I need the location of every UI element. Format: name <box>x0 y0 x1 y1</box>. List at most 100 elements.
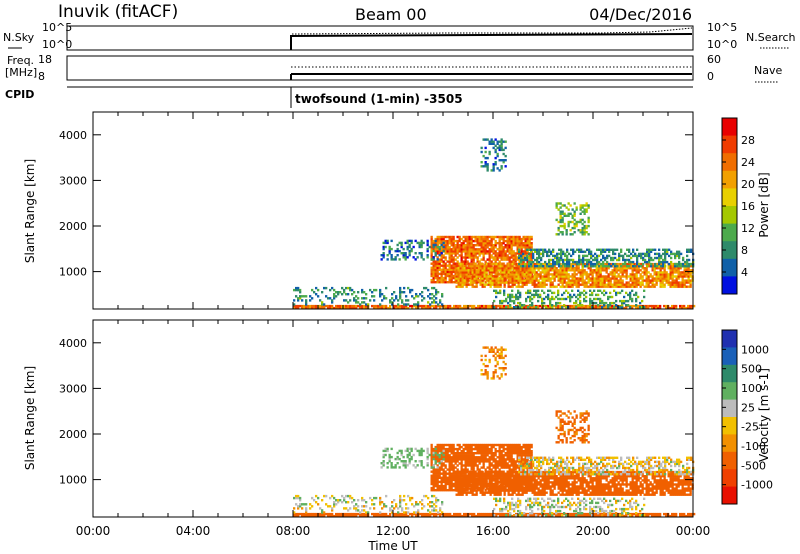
echo-cell <box>543 281 546 284</box>
echo-cell <box>458 254 461 257</box>
echo-cell <box>512 235 515 239</box>
echo-cell <box>430 254 433 257</box>
echo-cell <box>496 242 499 245</box>
echo-cell <box>514 256 517 259</box>
echo-cell <box>317 496 320 500</box>
echo-cell <box>373 299 376 302</box>
echo-cell <box>461 267 464 270</box>
echo-cell <box>600 252 603 256</box>
echo-cell <box>541 285 544 288</box>
echo-cell <box>623 283 626 286</box>
echo-cell <box>561 269 564 272</box>
echo-cell <box>452 468 455 471</box>
echo-cell <box>505 306 508 309</box>
echo-cell <box>530 258 533 261</box>
y-tick-label: 1000 <box>59 266 87 279</box>
echo-cell <box>331 514 334 518</box>
echo-cell <box>464 250 467 253</box>
echo-cell <box>571 267 574 270</box>
echo-cell <box>436 450 439 453</box>
echo-cell <box>479 271 482 274</box>
echo-cell <box>619 269 622 272</box>
echo-cell <box>333 295 336 298</box>
echo-cell <box>663 267 666 270</box>
echo-cell <box>446 480 449 484</box>
echo-cell <box>481 271 484 274</box>
echo-cell <box>449 512 452 516</box>
echo-cell <box>369 299 372 302</box>
echo-cell <box>509 279 512 282</box>
echo-cell <box>494 447 497 451</box>
echo-cell <box>514 242 517 245</box>
echo-cell <box>655 271 658 274</box>
echo-cell <box>402 252 405 255</box>
echo-cell <box>450 278 453 282</box>
echo-cell <box>397 299 400 302</box>
echo-cell <box>432 264 435 267</box>
echo-cell <box>472 452 475 455</box>
echo-cell <box>629 265 632 268</box>
echo-cell <box>526 252 529 255</box>
echo-cell <box>466 254 469 257</box>
echo-cell <box>525 281 528 284</box>
echo-cell <box>524 256 527 260</box>
echo-cell <box>583 210 586 213</box>
echo-cell <box>440 486 443 490</box>
echo-cell <box>345 512 348 516</box>
echo-cell <box>468 254 471 257</box>
echo-cell <box>484 281 487 284</box>
echo-cell <box>450 468 453 471</box>
echo-cell <box>447 512 450 516</box>
echo-cell <box>491 279 494 282</box>
echo-cell <box>541 301 544 305</box>
echo-cell <box>455 271 458 274</box>
echo-cell <box>429 512 432 516</box>
echo-cell <box>442 266 445 269</box>
echo-cell <box>345 306 348 310</box>
echo-cell <box>430 258 433 261</box>
echo-cell <box>501 265 504 268</box>
echo-cell <box>379 304 382 308</box>
echo-cell <box>608 265 611 268</box>
echo-cell <box>500 460 503 463</box>
echo-cell <box>599 279 602 282</box>
echo-cell <box>567 273 570 276</box>
echo-cell <box>560 250 563 253</box>
echo-cell <box>658 248 661 251</box>
echo-cell <box>488 466 491 469</box>
echo-cell <box>438 468 441 471</box>
echo-cell <box>529 291 532 295</box>
echo-cell <box>442 470 445 473</box>
echo-cell <box>595 293 598 297</box>
echo-cell <box>495 277 498 280</box>
echo-cell <box>460 254 463 257</box>
echo-cell <box>436 250 439 253</box>
echo-cell <box>552 265 555 268</box>
echo-cell <box>601 301 604 305</box>
echo-cell <box>607 285 610 288</box>
echo-cell <box>538 260 541 264</box>
echo-cell <box>673 279 676 282</box>
echo-cell <box>557 279 560 282</box>
echo-cell <box>503 267 506 270</box>
echo-cell <box>541 283 544 286</box>
echo-cell <box>553 297 556 301</box>
echo-cell <box>635 273 638 276</box>
echo-cell <box>518 239 521 243</box>
echo-cell <box>575 283 578 286</box>
echo-cell <box>531 279 534 282</box>
echo-cell <box>492 445 495 449</box>
echo-cell <box>688 250 691 253</box>
echo-cell <box>433 509 436 512</box>
echo-cell <box>526 260 529 263</box>
echo-cell <box>487 279 490 282</box>
echo-cell <box>420 243 423 247</box>
echo-cell <box>564 262 567 266</box>
echo-cell <box>671 275 674 278</box>
echo-cell <box>506 256 509 259</box>
echo-cell <box>687 304 690 308</box>
echo-cell <box>589 279 592 282</box>
echo-cell <box>501 304 504 308</box>
echo-cell <box>671 306 674 310</box>
echo-cell <box>452 266 455 269</box>
